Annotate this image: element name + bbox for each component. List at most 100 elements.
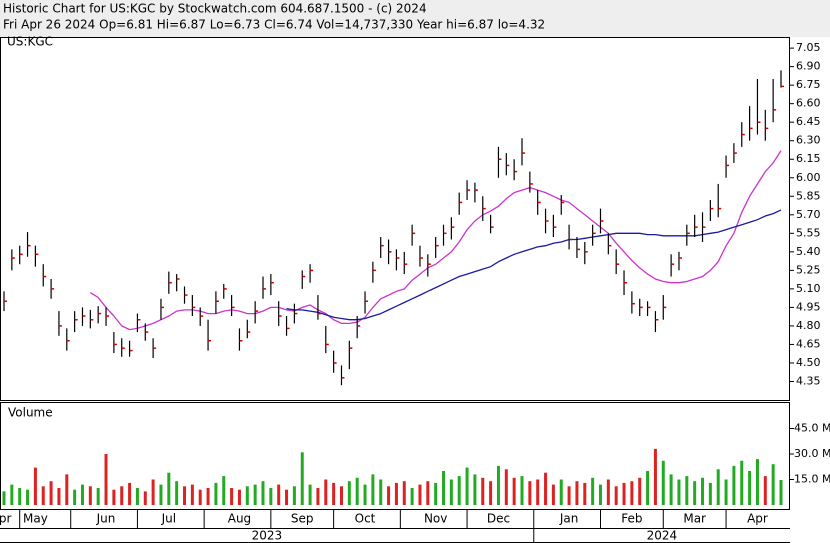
y-tick-label: 6.45 bbox=[796, 115, 821, 128]
y-tick-label: 5.85 bbox=[796, 189, 821, 202]
volume-bar bbox=[10, 484, 14, 505]
moving-average bbox=[89, 150, 782, 331]
y-tick-label: 7.05 bbox=[796, 41, 821, 54]
volume-bar bbox=[771, 464, 775, 505]
x-tick-label: Apr bbox=[747, 512, 768, 526]
volume-bar bbox=[73, 489, 77, 505]
volume-bar bbox=[88, 486, 92, 505]
volume-bar bbox=[269, 488, 273, 505]
volume-bar bbox=[96, 488, 100, 505]
volume-bar bbox=[496, 465, 500, 505]
y-tick-label: 5.40 bbox=[796, 245, 821, 258]
x-tick-label: Oct bbox=[355, 512, 376, 526]
year-label: 2023 bbox=[252, 529, 283, 543]
symbol-label: US:KGC bbox=[7, 35, 53, 49]
volume-bar bbox=[551, 484, 555, 505]
volume-bar bbox=[104, 454, 108, 505]
y-tick-label: 5.25 bbox=[796, 263, 821, 276]
volume-bar bbox=[33, 467, 37, 505]
volume-bar bbox=[159, 484, 163, 505]
volume-bar bbox=[371, 474, 375, 505]
y-tick-label: 4.35 bbox=[796, 374, 821, 387]
volume-bar bbox=[442, 471, 446, 505]
volume-bar bbox=[512, 477, 516, 505]
volume-bar bbox=[347, 481, 351, 505]
volume-bar bbox=[630, 481, 634, 505]
x-tick-label: Jun bbox=[96, 512, 116, 526]
volume-bar bbox=[528, 481, 532, 505]
volume-bar bbox=[355, 477, 359, 505]
volume-bar bbox=[167, 472, 171, 505]
volume-bar bbox=[693, 481, 697, 505]
volume-panel bbox=[0, 402, 790, 510]
header-band bbox=[0, 0, 830, 37]
volume-bar bbox=[135, 488, 139, 505]
volume-bar bbox=[230, 488, 234, 505]
y-tick-label: 6.30 bbox=[796, 134, 821, 147]
volume-bar bbox=[245, 486, 249, 505]
x-tick-label: Jul bbox=[161, 512, 176, 526]
volume-bar bbox=[387, 486, 391, 505]
volume-bar bbox=[755, 459, 759, 505]
moving-average bbox=[286, 209, 782, 321]
x-tick-label: Dec bbox=[487, 512, 510, 526]
volume-bar bbox=[418, 484, 422, 505]
volume-bar bbox=[567, 486, 571, 505]
volume-bar bbox=[622, 482, 626, 505]
x-tick-label: Mar bbox=[683, 512, 706, 526]
volume-bar bbox=[575, 481, 579, 505]
y-tick-label: 6.75 bbox=[796, 78, 821, 91]
volume-bar bbox=[402, 481, 406, 505]
x-tick-label: Aug bbox=[228, 512, 251, 526]
volume-bar bbox=[394, 482, 398, 505]
volume-bar bbox=[669, 474, 673, 505]
volume-bar bbox=[591, 477, 595, 505]
volume-bar bbox=[598, 484, 602, 505]
x-tick-label: Apr bbox=[0, 512, 11, 526]
volume-bar bbox=[740, 460, 744, 505]
y-tick-label: 4.50 bbox=[796, 356, 821, 369]
volume-bar bbox=[426, 481, 430, 505]
volume-bar bbox=[57, 488, 61, 505]
volume-bar bbox=[559, 479, 563, 505]
x-tick-label: Feb bbox=[621, 512, 642, 526]
volume-tick-label: 30.0 M bbox=[794, 447, 830, 460]
y-tick-label: 4.65 bbox=[796, 337, 821, 350]
volume-title: Volume bbox=[8, 406, 53, 420]
volume-bar bbox=[724, 479, 728, 505]
volume-bar bbox=[26, 489, 30, 505]
volume-bar bbox=[300, 452, 304, 505]
volume-bar bbox=[261, 481, 265, 505]
volume-bar bbox=[732, 465, 736, 505]
volume-bar bbox=[80, 484, 84, 505]
volume-bar bbox=[646, 471, 650, 505]
volume-bar bbox=[332, 482, 336, 505]
volume-bar bbox=[606, 479, 610, 505]
volume-bar bbox=[183, 486, 187, 505]
volume-bar bbox=[285, 489, 289, 505]
volume-bar bbox=[434, 482, 438, 505]
volume-bar bbox=[763, 476, 767, 505]
volume-bar bbox=[41, 486, 45, 505]
volume-bar bbox=[748, 471, 752, 505]
volume-bar bbox=[143, 491, 147, 505]
x-tick-label: May bbox=[23, 512, 48, 526]
volume-bar bbox=[198, 489, 202, 505]
volume-tick-label: 15.0 M bbox=[794, 473, 830, 486]
volume-bar bbox=[253, 484, 257, 505]
x-tick-label: Nov bbox=[424, 512, 447, 526]
volume-bar bbox=[536, 479, 540, 505]
volume-bar bbox=[65, 474, 69, 505]
volume-bar bbox=[292, 486, 296, 505]
y-tick-label: 5.55 bbox=[796, 226, 821, 239]
price-panel bbox=[0, 37, 790, 401]
volume-bar bbox=[339, 486, 343, 505]
volume-bar bbox=[379, 479, 383, 505]
volume-bar bbox=[449, 479, 453, 505]
y-tick-label: 6.00 bbox=[796, 171, 821, 184]
volume-bar bbox=[481, 477, 485, 505]
volume-bar bbox=[465, 467, 469, 505]
